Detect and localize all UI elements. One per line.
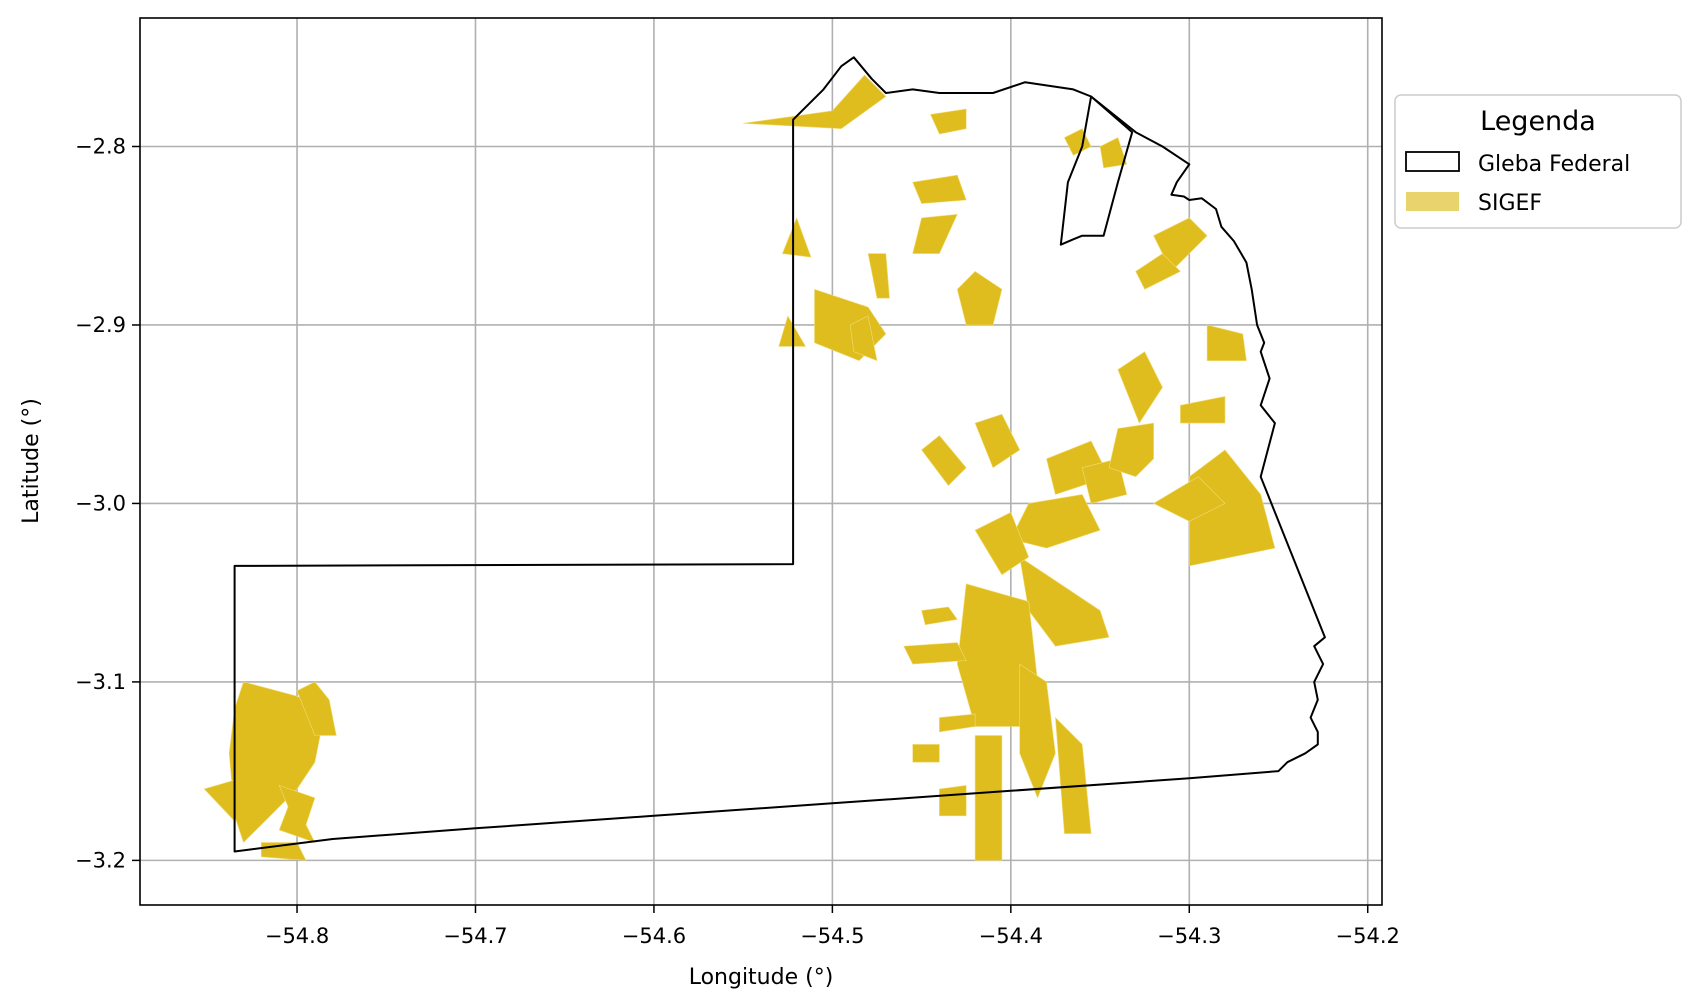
sigef-parcel xyxy=(1108,422,1154,478)
x-tick-label: −54.8 xyxy=(265,924,329,948)
sigef-parcel xyxy=(1189,449,1276,567)
sigef-parcel xyxy=(974,735,1003,861)
x-tick-label: −54.4 xyxy=(979,924,1043,948)
y-tick-label: −3.1 xyxy=(75,670,126,694)
x-tick-label: −54.5 xyxy=(800,924,864,948)
x-tick-label: −54.7 xyxy=(443,924,507,948)
legend-entry-gleba-federal: Gleba Federal xyxy=(1478,152,1630,177)
legend-swatch-gleba-federal xyxy=(1405,151,1460,172)
x-tick-label: −54.6 xyxy=(622,924,686,948)
plot-frame xyxy=(139,17,1383,906)
y-tick-label: −3.0 xyxy=(75,491,126,515)
sigef-parcel xyxy=(912,174,967,204)
sigef-parcel xyxy=(781,217,812,258)
sigef-parcel xyxy=(278,784,316,844)
sigef-parcel xyxy=(849,315,878,362)
legend-entry-sigef: SIGEF xyxy=(1478,191,1542,216)
sigef-parcel xyxy=(1135,253,1181,290)
sigef-parcel xyxy=(1117,351,1163,424)
y-tick-label: −2.9 xyxy=(75,313,126,337)
gleba-federal-inner-boundary xyxy=(1059,95,1134,246)
y-tick-label: −2.8 xyxy=(75,134,126,158)
y-axis-ticks: −2.8 −2.9 −3.0 −3.1 −3.2 xyxy=(75,134,140,872)
x-axis-label: Longitude (°) xyxy=(689,965,834,990)
sigef-parcel xyxy=(1152,476,1226,522)
sigef-parcel xyxy=(939,785,967,817)
x-axis-ticks: −54.8 −54.7 −54.6 −54.5 −54.4 −54.3 −54.2 xyxy=(265,905,1400,948)
sigef-parcel xyxy=(1180,396,1226,424)
sigef-parcel xyxy=(912,213,958,254)
sigef-parcel xyxy=(974,511,1030,576)
sigef-parcel xyxy=(867,253,890,299)
sigef-parcel xyxy=(974,413,1021,469)
gleba-federal-boundary xyxy=(233,56,1326,853)
sigef-parcel xyxy=(903,642,967,665)
sigef-parcel xyxy=(921,435,967,487)
x-tick-label: −54.3 xyxy=(1157,924,1221,948)
y-axis-label: Latitude (°) xyxy=(19,398,44,524)
sigef-parcel xyxy=(956,271,1003,326)
sigef-parcel xyxy=(743,74,887,130)
gleba-federal-layer xyxy=(233,56,1326,853)
legend-box xyxy=(1394,94,1682,229)
legend-swatch-sigef xyxy=(1406,192,1459,211)
legend-title: Legenda xyxy=(1480,106,1596,137)
legend: Legenda Gleba Federal SIGEF xyxy=(1394,94,1682,229)
sigef-parcel xyxy=(1055,716,1092,834)
sigef-parcel xyxy=(930,108,967,135)
sigef-parcel xyxy=(939,713,976,733)
sigef-parcel xyxy=(921,606,958,626)
sigef-parcel xyxy=(296,681,337,736)
y-tick-label: −3.2 xyxy=(75,848,126,872)
x-tick-label: −54.2 xyxy=(1336,924,1400,948)
sigef-parcel xyxy=(1019,663,1056,799)
sigef-parcel xyxy=(1206,324,1247,362)
sigef-parcel xyxy=(1099,137,1128,169)
sigef-parcel xyxy=(912,744,940,763)
